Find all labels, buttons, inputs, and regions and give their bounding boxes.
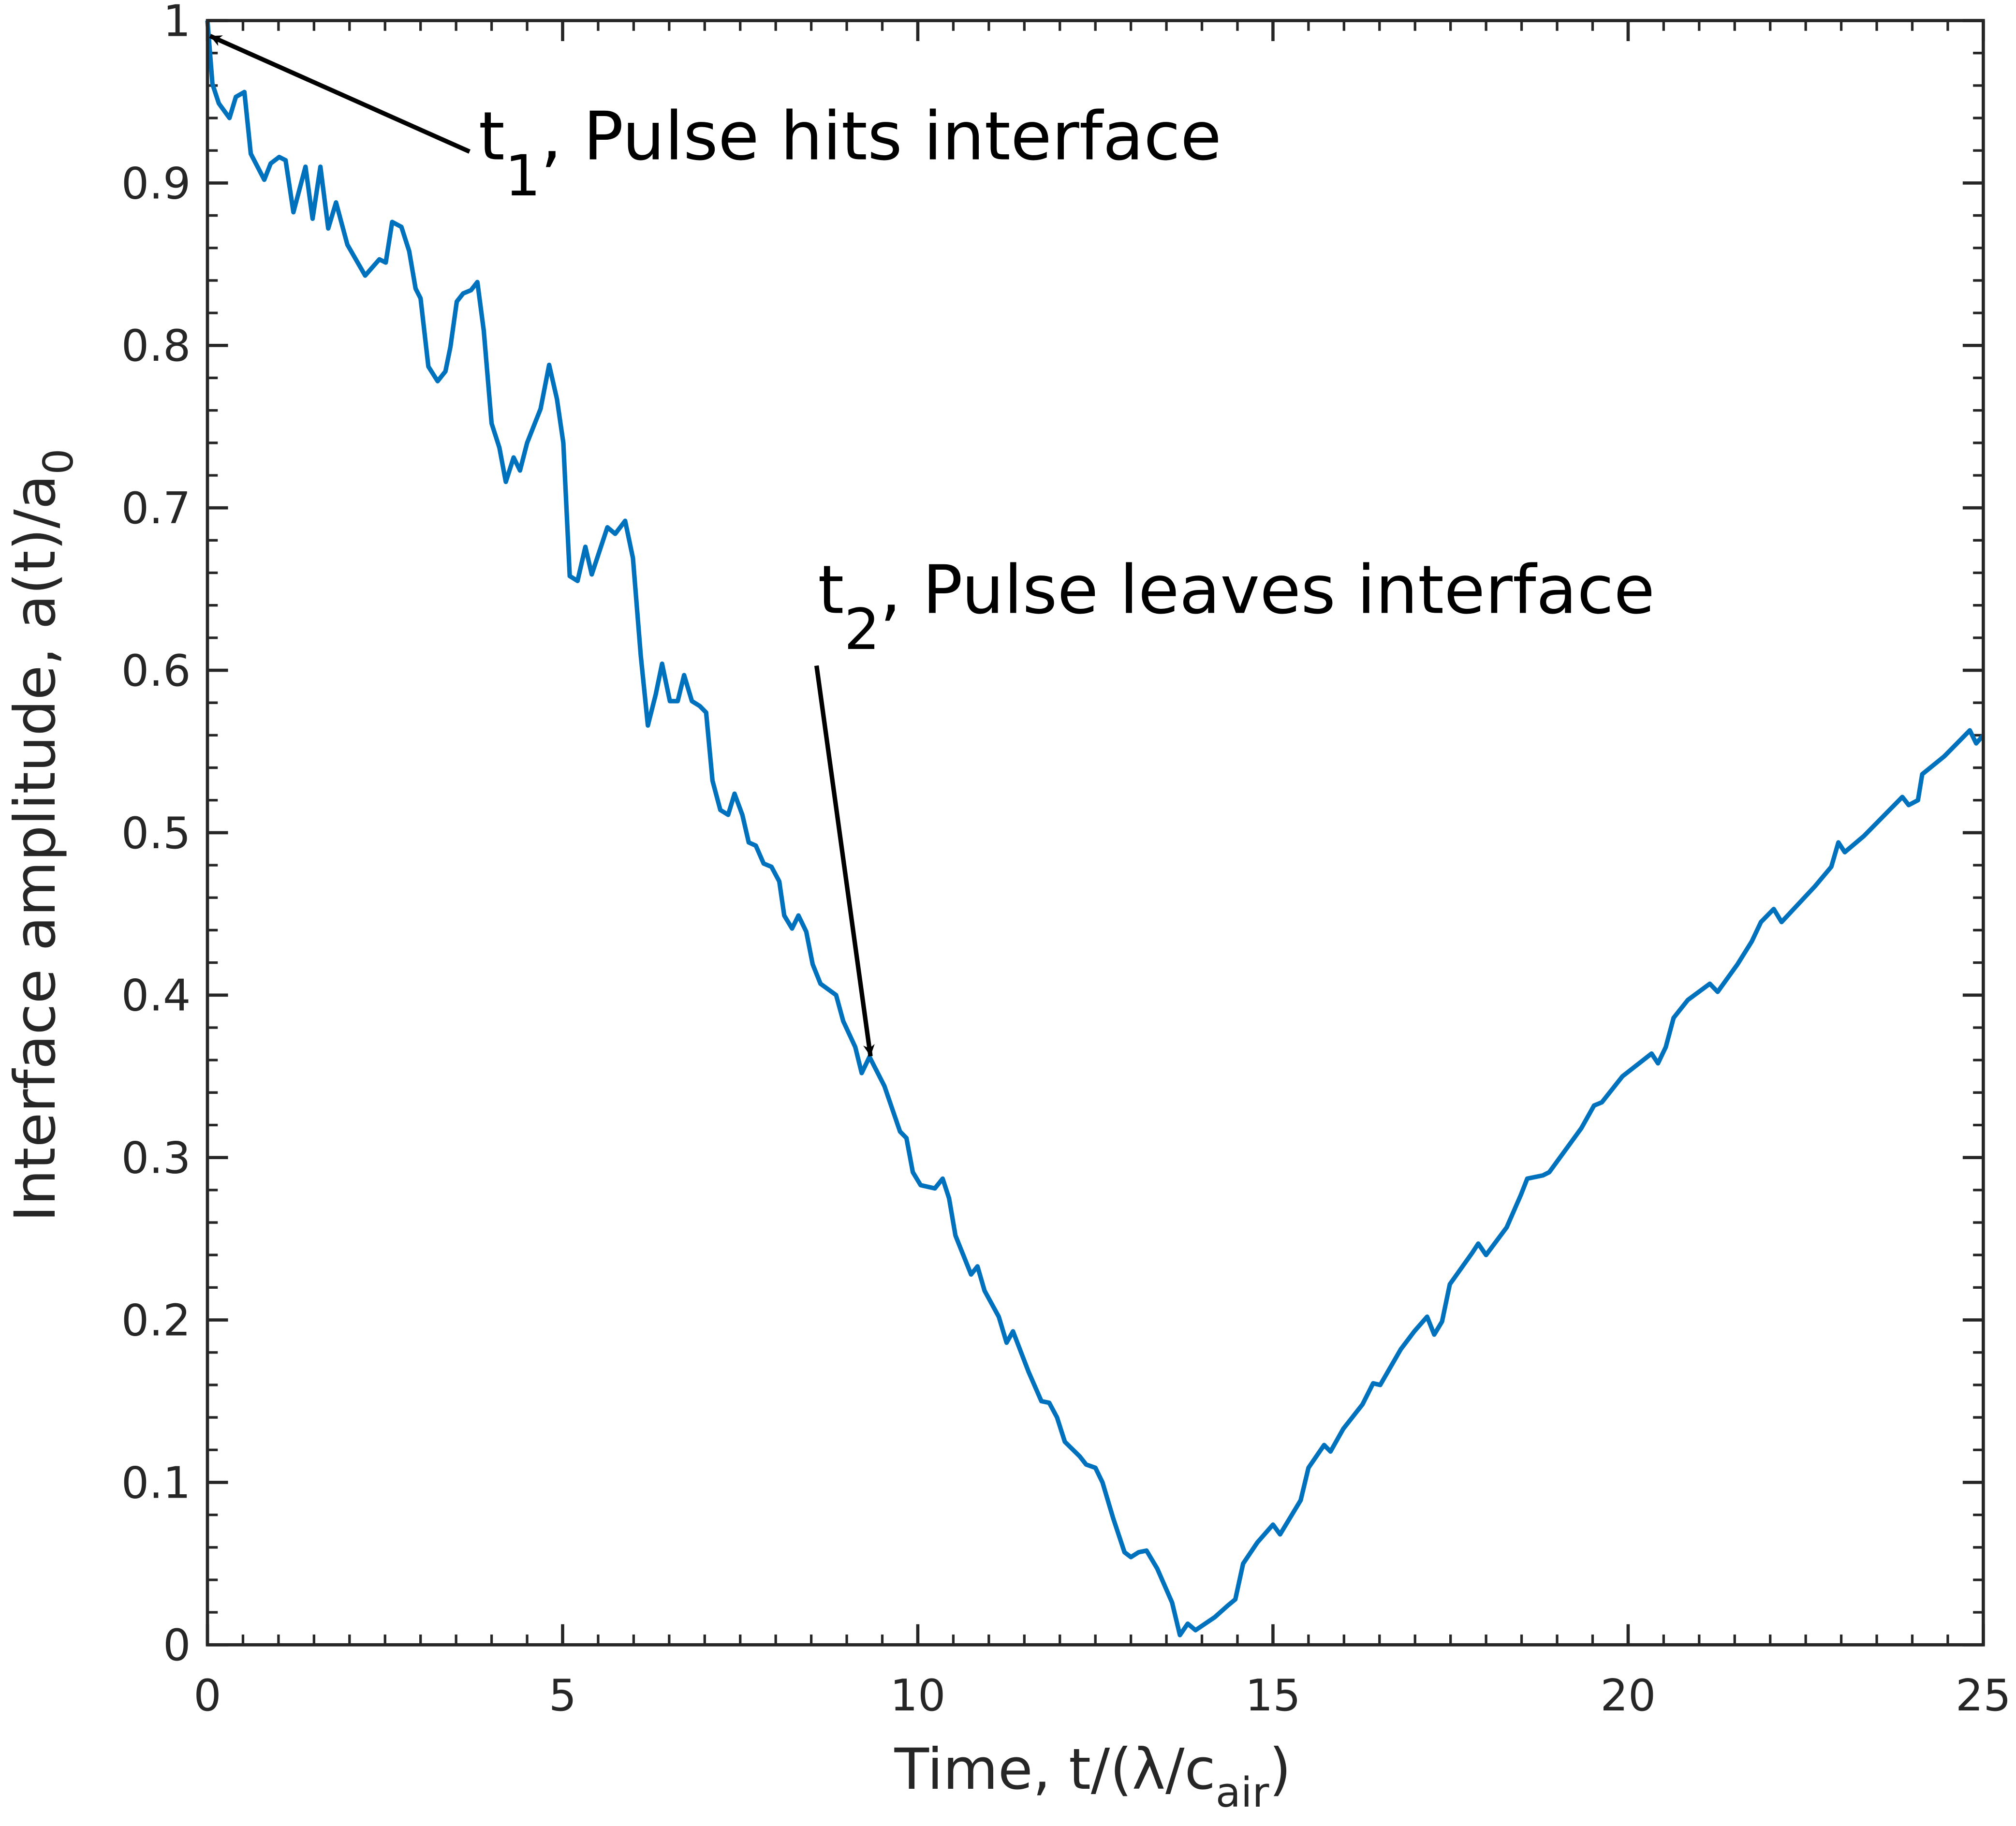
x-tick-label: 15 — [1245, 1670, 1301, 1721]
annotation-sub: 2 — [844, 596, 880, 663]
annotation-arrow — [814, 665, 875, 1057]
x-axis-label-tail: ) — [1269, 1736, 1291, 1802]
x-axis-label-text: Time, t/(λ/c — [894, 1736, 1216, 1802]
y-tick-label: 0.5 — [121, 808, 191, 859]
annotation-tail: , Pulse hits interface — [541, 98, 1221, 176]
y-tick-label: 0.4 — [121, 971, 191, 1021]
y-tick-label: 0.8 — [121, 321, 191, 371]
y-tick-label: 0 — [163, 1620, 191, 1671]
y-axis-label-text: Interface amplitude, a(t)/a — [2, 475, 68, 1222]
annotation-arrow — [209, 34, 471, 154]
y-tick-label: 0.1 — [121, 1458, 191, 1508]
annotation: t1, Pulse hits interface — [479, 98, 1221, 209]
x-tick-label: 5 — [549, 1670, 576, 1721]
annotation-text: t — [818, 551, 844, 629]
data-line — [205, 20, 1985, 1637]
x-tick-label: 20 — [1600, 1670, 1656, 1721]
x-axis-label-sub: air — [1216, 1769, 1269, 1817]
y-tick-label: 0.2 — [121, 1295, 191, 1346]
annotation: t2, Pulse leaves interface — [818, 551, 1655, 663]
annotation-tail: , Pulse leaves interface — [880, 551, 1655, 629]
x-axis-label: Time, t/(λ/cair) — [894, 1736, 1291, 1817]
x-tick-label: 25 — [1956, 1670, 2011, 1721]
annotation-text: t — [479, 98, 505, 176]
y-tick-label: 0.7 — [121, 483, 191, 534]
y-axis-label-sub: 0 — [35, 449, 83, 475]
annotation-sub: 1 — [505, 143, 541, 209]
y-tick-label: 0.9 — [121, 158, 191, 209]
y-tick-label: 0.3 — [121, 1133, 191, 1184]
x-tick-label: 0 — [193, 1670, 221, 1721]
y-axis-label: Interface amplitude, a(t)/a0 — [2, 449, 83, 1222]
plot-frame — [206, 19, 1985, 1647]
y-tick-label: 1 — [163, 0, 191, 46]
x-tick-label: 10 — [890, 1670, 945, 1721]
y-tick-label: 0.6 — [121, 646, 191, 696]
